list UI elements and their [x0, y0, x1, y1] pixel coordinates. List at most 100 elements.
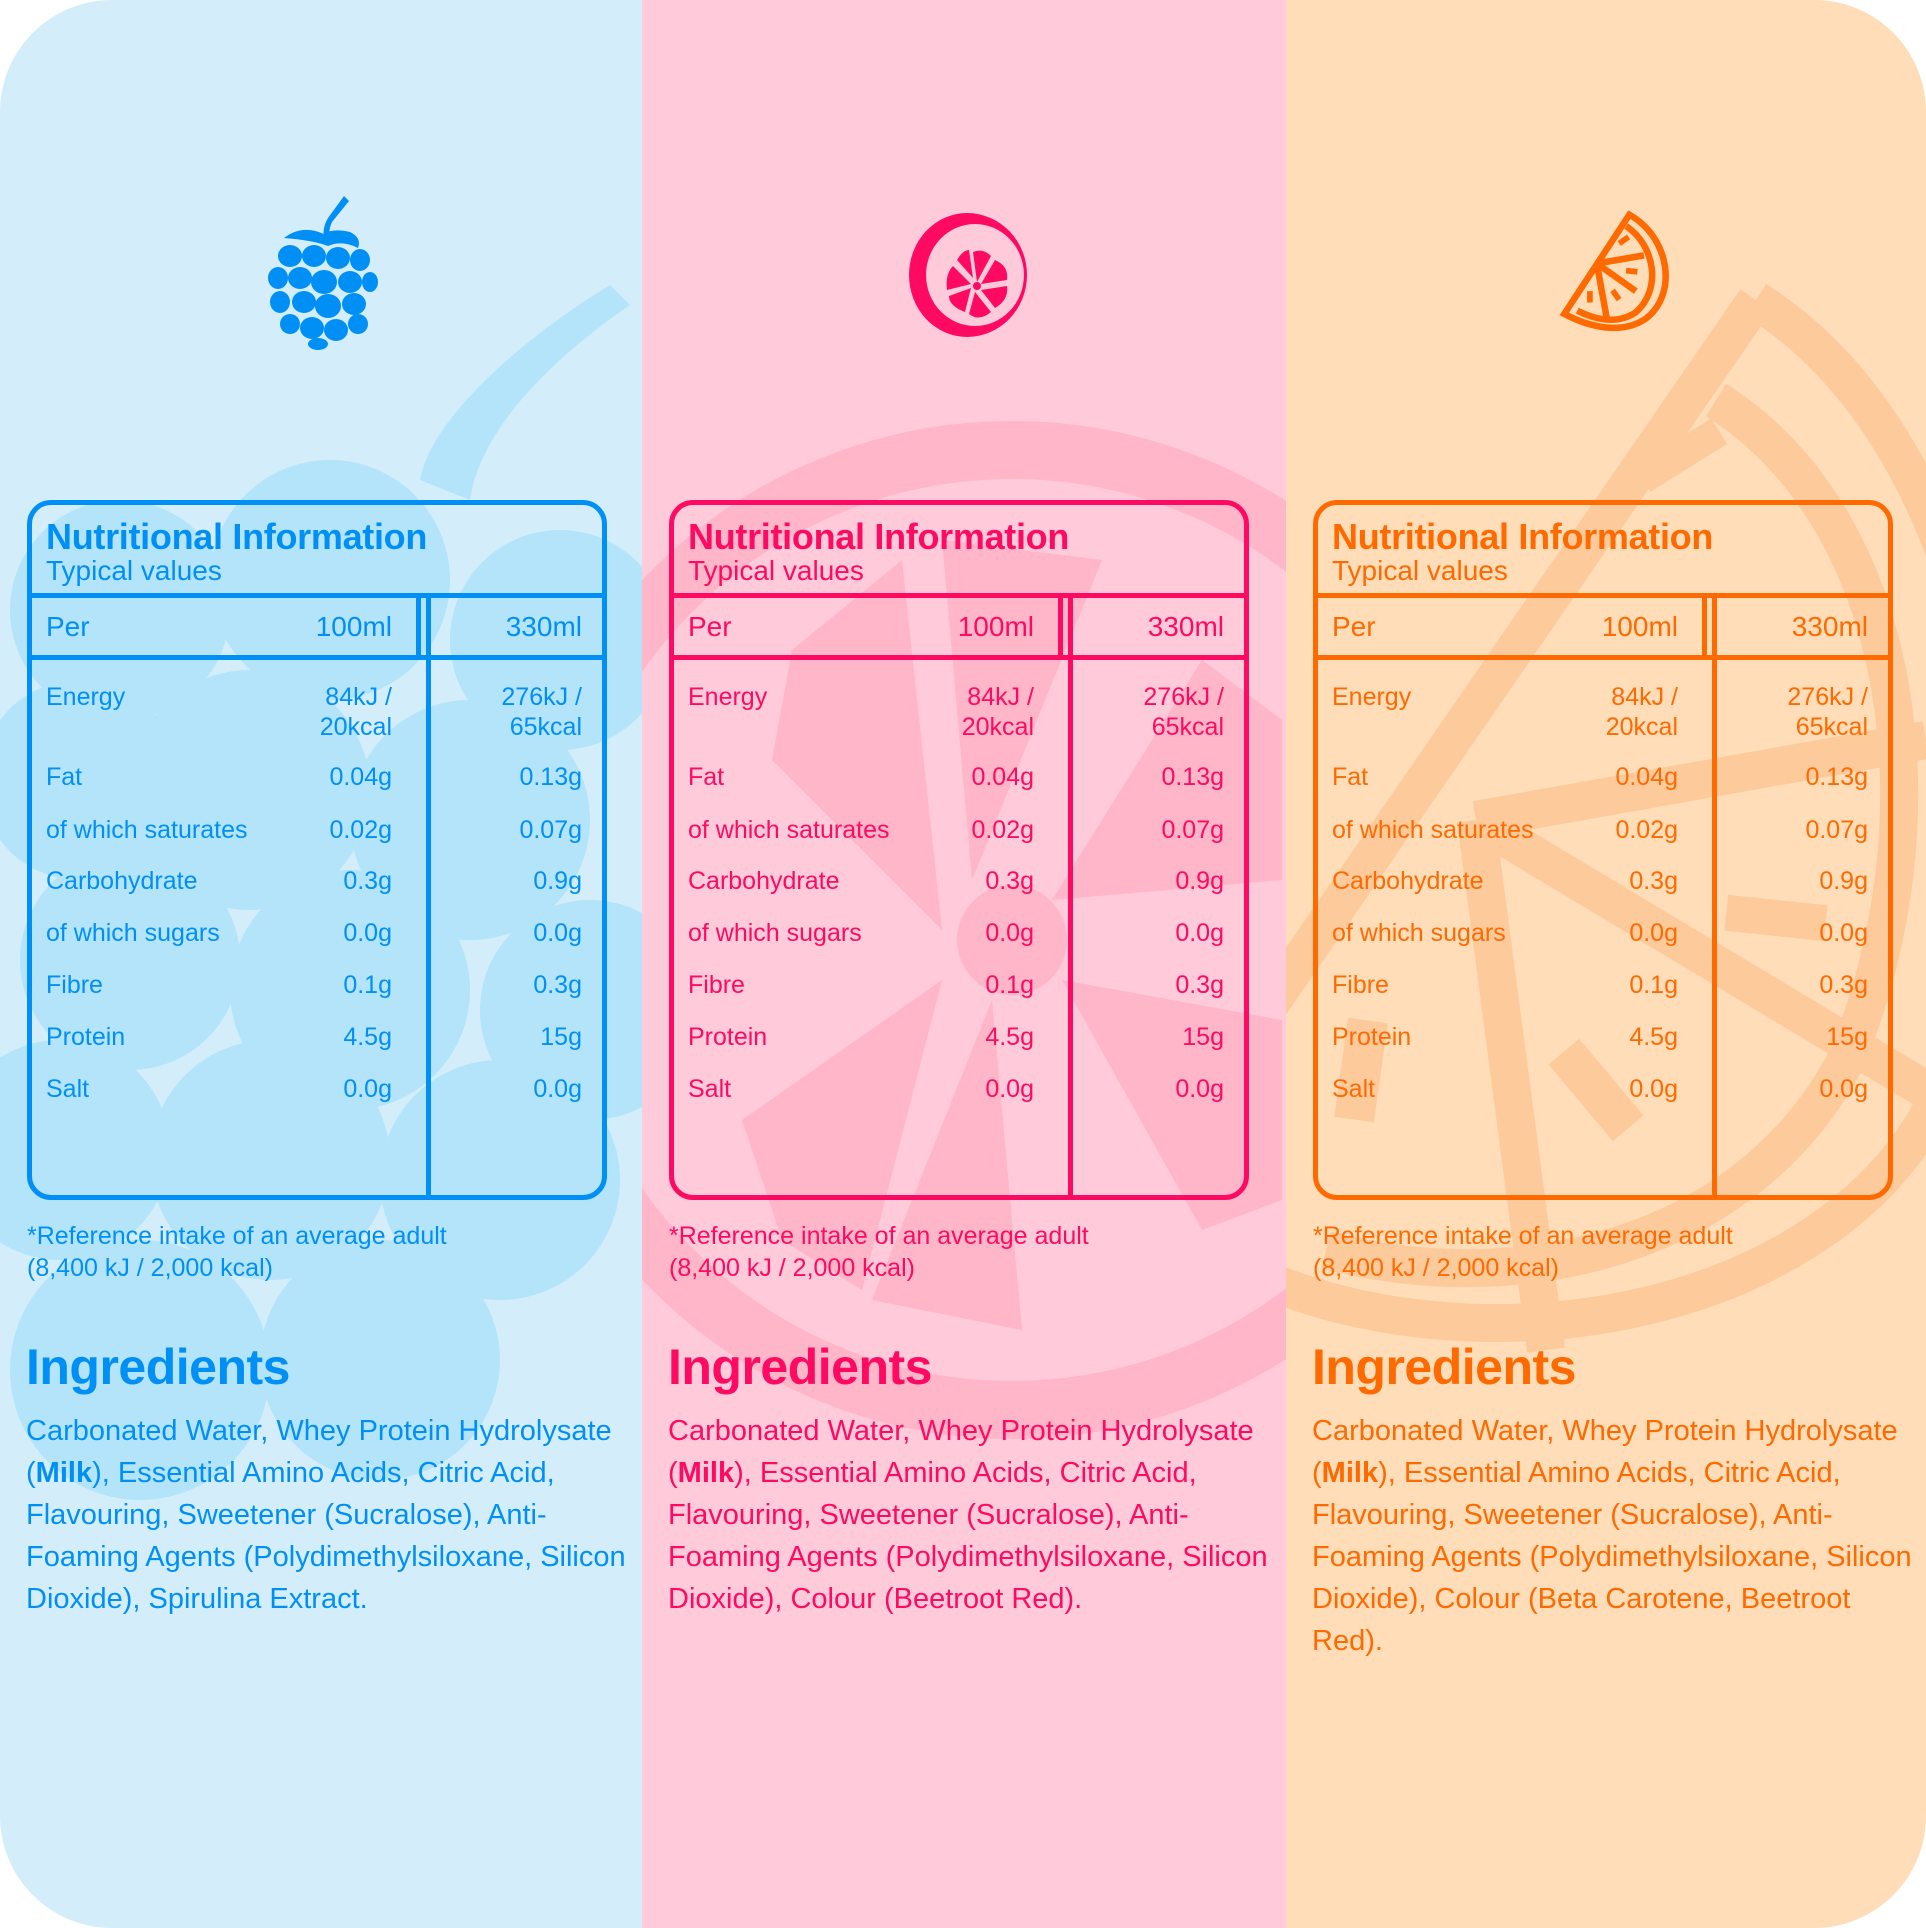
value-100ml: 0.3g	[1629, 867, 1678, 895]
table-row: Fat 0.04g 0.13g	[32, 762, 602, 792]
table-row: Carbohydrate 0.3g 0.9g	[32, 866, 602, 896]
footnote-line-1: *Reference intake of an average adult	[1313, 1222, 1733, 1250]
table-row: Fibre 0.1g 0.3g	[674, 970, 1244, 1000]
value-100ml: 0.04g	[329, 763, 392, 791]
nutrient-label: Fat	[46, 763, 83, 791]
value-100ml: 0.04g	[1615, 763, 1678, 791]
ingredients-heading: Ingredients	[26, 1339, 290, 1395]
per-label: Per	[688, 610, 732, 642]
nutrient-label: Protein	[46, 1023, 126, 1051]
ingredients-part-1: Carbonated Water, Whey Protein Hydrolysa…	[1312, 1415, 1898, 1489]
nutrient-label: of which saturates	[688, 816, 890, 844]
nutrition-table: Nutritional Information Typical values P…	[669, 500, 1249, 1200]
table-row: Energy 84kJ / 20kcal 276kJ / 65kcal	[674, 682, 1244, 742]
table-row: Protein 4.5g 15g	[1318, 1022, 1888, 1052]
nutrient-label: Fat	[1332, 763, 1369, 791]
per-serving-row: Per 100ml 330ml	[1318, 598, 1888, 660]
nutrition-title: Nutritional Information	[46, 516, 428, 557]
nutrient-label: Salt	[688, 1075, 732, 1103]
reference-intake-footnote: *Reference intake of an average adult (8…	[1313, 1220, 1733, 1284]
nutrition-table: Nutritional Information Typical values P…	[1313, 500, 1893, 1200]
ingredients-part-2: ), Essential Amino Acids, Citric Acid, F…	[1312, 1457, 1912, 1657]
table-row: Salt 0.0g 0.0g	[674, 1074, 1244, 1104]
table-row: of which saturates 0.02g 0.07g	[32, 815, 602, 845]
value-100ml: 0.1g	[1629, 971, 1678, 999]
ingredients-part-2: ), Essential Amino Acids, Citric Acid, F…	[26, 1457, 626, 1615]
allergen-milk: Milk	[35, 1457, 93, 1489]
panel-content: Nutritional Information Typical values P…	[1286, 0, 1926, 1928]
nutrient-label: of which saturates	[46, 816, 248, 844]
panel-raspberry: Nutritional Information Typical values P…	[0, 0, 642, 1928]
per-330ml-header: 330ml	[1058, 598, 1244, 655]
value-330ml: 0.0g	[533, 919, 582, 947]
value-100ml: 0.02g	[971, 816, 1034, 844]
footnote-line-2: (8,400 kJ / 2,000 kcal)	[669, 1254, 915, 1282]
nutrient-label: Carbohydrate	[1332, 867, 1484, 895]
raspberry-watermark-icon	[0, 285, 642, 1500]
nutrient-label: of which saturates	[1332, 816, 1534, 844]
ingredients-text: Carbonated Water, Whey Protein Hydrolysa…	[1312, 1410, 1912, 1662]
panel-content: Nutritional Information Typical values P…	[0, 0, 642, 1928]
value-330ml: 0.3g	[533, 971, 582, 999]
value-330ml: 0.3g	[1175, 971, 1224, 999]
table-row: Protein 4.5g 15g	[32, 1022, 602, 1052]
value-100ml: 0.0g	[985, 919, 1034, 947]
ingredients-text: Carbonated Water, Whey Protein Hydrolysa…	[668, 1410, 1268, 1620]
nutrient-label: Protein	[1332, 1023, 1412, 1051]
ingredients-part-1: Carbonated Water, Whey Protein Hydrolysa…	[668, 1415, 1254, 1489]
value-330ml: 0.0g	[1819, 1075, 1868, 1103]
panel-orange: Nutritional Information Typical values P…	[1286, 0, 1926, 1928]
value-330ml: 0.0g	[533, 1075, 582, 1103]
value-100ml: 0.02g	[1615, 816, 1678, 844]
table-row: Salt 0.0g 0.0g	[32, 1074, 602, 1104]
value-330ml: 0.0g	[1819, 919, 1868, 947]
per-serving-row: Per 100ml 330ml	[674, 598, 1244, 660]
table-row: Carbohydrate 0.3g 0.9g	[674, 866, 1244, 896]
value-100ml: 4.5g	[985, 1023, 1034, 1051]
nutrition-subtitle: Typical values	[688, 555, 864, 586]
ingredients-part-1: Carbonated Water, Whey Protein Hydrolysa…	[26, 1415, 612, 1489]
value-330ml: 0.9g	[1175, 867, 1224, 895]
per-label: Per	[1332, 610, 1376, 642]
nutrition-table: Nutritional Information Typical values P…	[27, 500, 607, 1200]
ingredients-heading: Ingredients	[1312, 1339, 1576, 1395]
nutrition-subtitle: Typical values	[1332, 555, 1508, 586]
allergen-milk: Milk	[677, 1457, 735, 1489]
value-330ml: 0.13g	[1805, 763, 1868, 791]
value-100ml: 0.0g	[343, 1075, 392, 1103]
value-100ml: 84kJ / 20kcal	[319, 683, 392, 741]
value-330ml: 15g	[1182, 1023, 1224, 1051]
per-100ml-header: 100ml	[315, 610, 392, 642]
value-330ml: 15g	[540, 1023, 582, 1051]
per-label: Per	[46, 610, 90, 642]
nutrition-title: Nutritional Information	[688, 516, 1070, 557]
nutrient-label: Fibre	[1332, 971, 1389, 999]
nutrient-label: of which sugars	[688, 919, 862, 947]
value-100ml: 0.0g	[1629, 1075, 1678, 1103]
raspberry-icon	[268, 196, 378, 350]
nutrient-label: Energy	[1332, 683, 1412, 711]
value-100ml: 0.0g	[985, 1075, 1034, 1103]
nutrient-label: Salt	[46, 1075, 90, 1103]
per-330ml-header: 330ml	[416, 598, 602, 655]
per-330ml-header: 330ml	[1702, 598, 1888, 655]
nutrition-table-header: Nutritional Information Typical values	[1318, 505, 1888, 598]
nutrient-label: Carbohydrate	[688, 867, 840, 895]
nutrition-rows: Energy 84kJ / 20kcal 276kJ / 65kcal Fat 0.04…	[32, 660, 602, 1195]
table-row: of which sugars 0.0g 0.0g	[1318, 918, 1888, 948]
nutrition-table-header: Nutritional Information Typical values	[674, 505, 1244, 598]
table-row: Carbohydrate 0.3g 0.9g	[1318, 866, 1888, 896]
table-row: Fat 0.04g 0.13g	[1318, 762, 1888, 792]
value-330ml: 276kJ / 65kcal	[501, 683, 582, 741]
nutrition-rows: Energy 84kJ / 20kcal 276kJ / 65kcal Fat 0.04…	[1318, 660, 1888, 1195]
table-row: of which sugars 0.0g 0.0g	[32, 918, 602, 948]
grapefruit-watermark-icon	[642, 421, 1286, 1439]
table-row: Fat 0.04g 0.13g	[674, 762, 1244, 792]
table-row: Salt 0.0g 0.0g	[1318, 1074, 1888, 1104]
value-330ml: 276kJ / 65kcal	[1143, 683, 1224, 741]
value-330ml: 0.13g	[519, 763, 582, 791]
table-row: of which sugars 0.0g 0.0g	[674, 918, 1244, 948]
nutrient-label: Fibre	[46, 971, 103, 999]
value-330ml: 0.0g	[1175, 919, 1224, 947]
value-100ml: 0.02g	[329, 816, 392, 844]
